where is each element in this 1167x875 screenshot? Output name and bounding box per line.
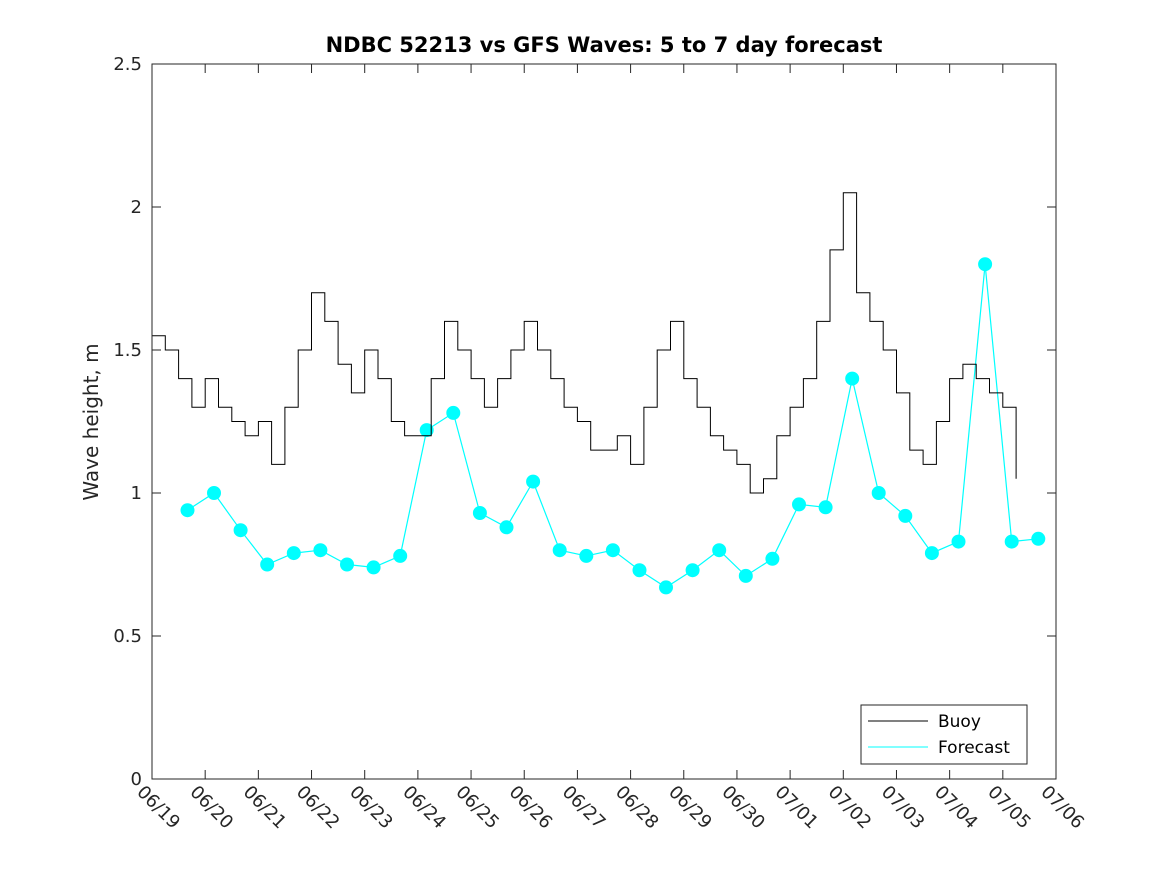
forecast-point	[659, 580, 673, 595]
forecast-point	[393, 548, 408, 563]
forecast-point	[340, 557, 354, 572]
axes-box	[151, 63, 1057, 780]
forecast-point	[366, 560, 381, 575]
y-tick-label: 0	[131, 769, 142, 790]
legend-label-forecast: Forecast	[938, 738, 1010, 758]
forecast-point	[605, 543, 620, 558]
forecast-point	[552, 543, 567, 558]
forecast-point	[738, 568, 753, 583]
chart-title: NDBC 52213 vs GFS Waves: 5 to 7 day fore…	[326, 33, 883, 57]
forecast-point	[1004, 534, 1019, 549]
legend: Buoy Forecast	[860, 704, 1028, 765]
buoy-line	[152, 192, 1017, 494]
forecast-point	[472, 506, 487, 520]
legend-box	[860, 704, 1028, 765]
forecast-point	[712, 543, 727, 558]
forecast-point	[685, 563, 700, 578]
forecast-point	[818, 500, 833, 515]
buoy-series	[152, 192, 1017, 494]
y-axis-label: Wave height, m	[79, 343, 103, 500]
forecast-point	[446, 405, 461, 420]
y-axis-ticks: 0 0.5 1 1.5 2 2.5	[113, 54, 1056, 790]
legend-label-buoy: Buoy	[938, 712, 981, 732]
forecast-point	[898, 508, 913, 523]
y-tick-label: 0.5	[113, 626, 142, 647]
forecast-point	[845, 371, 860, 386]
forecast-point	[632, 563, 647, 578]
forecast-point	[260, 557, 275, 572]
forecast-point	[286, 546, 301, 561]
forecast-point	[765, 551, 780, 566]
forecast-point	[924, 546, 939, 561]
forecast-point	[313, 543, 328, 558]
y-tick-label: 2	[131, 197, 142, 218]
forecast-point	[978, 257, 993, 272]
forecast-point	[526, 474, 541, 489]
forecast-point	[207, 486, 221, 500]
y-tick-label: 2.5	[113, 54, 142, 75]
forecast-point	[871, 486, 886, 500]
forecast-point	[180, 503, 195, 518]
forecast-point	[792, 497, 806, 512]
forecast-point	[579, 548, 594, 563]
forecast-point	[419, 423, 434, 438]
forecast-series	[180, 257, 1046, 595]
forecast-point	[951, 534, 966, 549]
forecast-point	[233, 523, 248, 538]
forecast-point	[499, 520, 514, 535]
plot-area	[152, 64, 1056, 779]
y-tick-label: 1	[131, 483, 142, 504]
forecast-point	[1031, 531, 1046, 546]
y-tick-label: 1.5	[113, 340, 142, 361]
